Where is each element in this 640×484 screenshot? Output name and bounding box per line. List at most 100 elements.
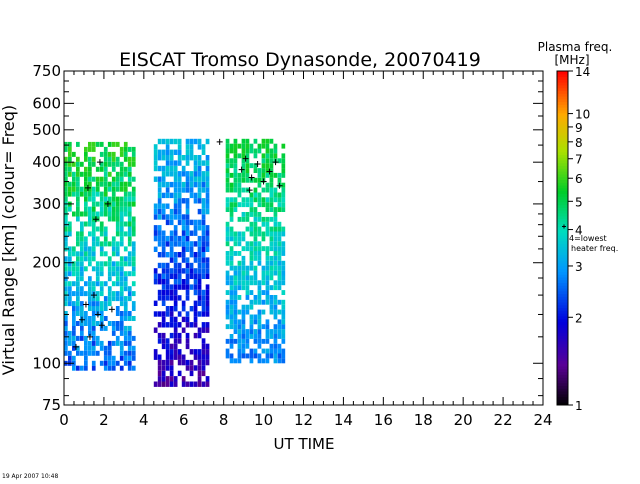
data-cell <box>165 203 170 209</box>
data-cell <box>185 149 190 155</box>
colorbar-tick-label: 5 <box>575 195 583 209</box>
data-cell <box>68 281 72 287</box>
data-cell <box>127 365 132 371</box>
data-cell <box>72 281 76 287</box>
data-cell <box>225 304 230 310</box>
heater-mark <box>254 161 261 168</box>
data-cell <box>72 266 76 272</box>
data-cell <box>165 171 170 177</box>
data-cell <box>84 246 88 252</box>
data-cell <box>205 225 210 231</box>
data-cell <box>245 226 250 232</box>
data-cell <box>119 281 124 287</box>
data-cell <box>91 141 96 147</box>
data-cell <box>265 216 270 222</box>
data-cell <box>91 321 96 326</box>
data-cell <box>245 138 250 144</box>
data-cell <box>95 226 100 232</box>
data-cell <box>131 306 136 311</box>
data-cell <box>88 156 92 162</box>
data-cell <box>131 271 136 277</box>
data-cell <box>64 335 68 341</box>
data-cell <box>241 324 246 330</box>
data-cell <box>225 348 230 354</box>
colorbar-band <box>557 165 568 169</box>
data-cell <box>131 151 136 157</box>
data-cell <box>91 281 96 287</box>
data-cell <box>265 153 270 159</box>
data-cell <box>127 355 132 361</box>
data-cell <box>161 192 166 199</box>
data-cell <box>181 300 186 306</box>
data-cell <box>84 151 88 157</box>
data-cell <box>269 304 274 310</box>
data-cell <box>161 322 166 328</box>
data-cell <box>237 182 242 188</box>
data-cell <box>277 334 282 339</box>
colorbar-band <box>557 71 568 75</box>
data-cell <box>273 236 278 242</box>
data-cell <box>197 332 202 339</box>
data-cell <box>103 360 108 366</box>
data-cell <box>229 148 234 154</box>
data-cell <box>91 266 96 272</box>
data-cell <box>245 280 250 286</box>
y-tick-label: 100 <box>32 354 61 372</box>
data-cell <box>261 290 266 295</box>
data-cell <box>189 187 194 193</box>
data-cell <box>237 143 242 149</box>
data-cell <box>273 226 278 232</box>
data-cell <box>201 225 206 231</box>
data-cell <box>241 319 246 325</box>
data-cell <box>249 143 254 149</box>
data-cell <box>249 299 254 305</box>
data-cell <box>205 198 210 204</box>
data-cell <box>84 316 88 321</box>
data-cell <box>161 252 166 258</box>
data-cell <box>161 262 166 269</box>
data-region-middle <box>153 138 210 387</box>
data-cell <box>165 268 170 274</box>
data-cell <box>189 268 194 274</box>
data-cell <box>76 211 80 217</box>
data-cell <box>95 340 100 346</box>
data-cell <box>257 329 262 334</box>
data-cell <box>249 260 254 266</box>
data-cell <box>273 221 278 227</box>
data-cell <box>68 266 72 272</box>
data-cell <box>265 334 270 339</box>
data-cell <box>99 201 104 207</box>
data-cell <box>265 290 270 295</box>
data-cell <box>201 144 206 150</box>
colorbar-band <box>557 321 568 325</box>
data-cell <box>64 196 68 202</box>
data-cell <box>165 241 170 247</box>
data-cell <box>76 266 80 272</box>
data-cell <box>225 290 230 295</box>
data-cell <box>157 354 162 360</box>
data-cell <box>257 260 262 266</box>
data-cell <box>185 230 190 236</box>
data-cell <box>245 158 250 164</box>
data-cell <box>107 211 112 217</box>
data-cell <box>64 221 68 227</box>
data-cell <box>64 166 68 172</box>
data-cell <box>269 226 274 232</box>
data-cell <box>165 381 170 387</box>
data-cell <box>249 353 254 359</box>
data-cell <box>233 241 238 247</box>
data-cell <box>123 281 128 287</box>
data-cell <box>91 325 96 331</box>
data-cell <box>111 355 116 361</box>
data-cell <box>107 340 112 346</box>
data-cell <box>225 182 230 188</box>
data-cell <box>68 181 72 187</box>
colorbar-band <box>557 182 568 186</box>
data-cell <box>185 208 190 215</box>
data-cell <box>265 168 270 173</box>
data-cell <box>201 343 206 350</box>
data-cell <box>115 271 120 277</box>
data-cell <box>119 291 124 297</box>
data-cell <box>237 280 242 286</box>
data-cell <box>111 296 116 302</box>
